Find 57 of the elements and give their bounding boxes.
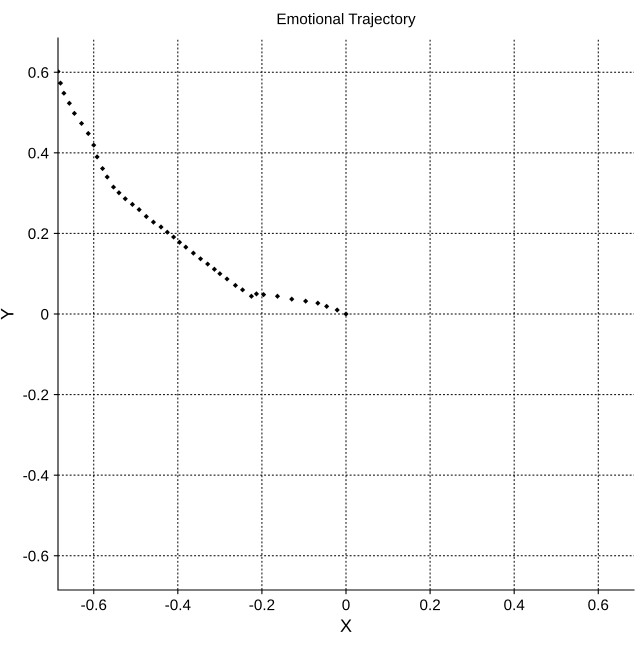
x-tick-label: -0.2 [249, 599, 274, 610]
point [144, 214, 149, 220]
y-axis-title: Y [0, 308, 14, 320]
point [343, 311, 349, 317]
point [198, 256, 204, 262]
point [224, 276, 230, 282]
point [183, 244, 188, 250]
point [190, 250, 196, 256]
point [334, 307, 340, 313]
point [136, 207, 142, 212]
point [176, 240, 182, 245]
point [130, 202, 136, 208]
point [217, 271, 222, 276]
point [61, 90, 66, 96]
y-tick-label: -0.2 [23, 389, 48, 400]
point [315, 300, 320, 306]
x-tick-label: 0.2 [420, 599, 440, 610]
y-tick-label: 0.6 [28, 67, 48, 78]
point [303, 298, 308, 304]
point [274, 294, 280, 299]
chart-title: Emotional Trajectory [278, 13, 416, 28]
point [260, 292, 266, 298]
x-tick-label: -0.6 [81, 599, 106, 610]
point [158, 224, 164, 230]
point [248, 294, 254, 299]
y-tick-label: 0.4 [28, 148, 49, 159]
point [104, 174, 110, 180]
point [78, 120, 84, 126]
point [164, 230, 170, 235]
point [240, 287, 246, 292]
point [116, 190, 122, 196]
x-tick-label: 0 [342, 599, 350, 610]
x-tick-label: -0.4 [165, 599, 191, 610]
point [254, 291, 260, 296]
y-tick-label: -0.6 [23, 550, 48, 562]
point [91, 142, 96, 148]
point [86, 130, 91, 136]
y-tick-label: 0 [41, 308, 48, 320]
y-tick-label: 0.2 [28, 228, 48, 240]
point [289, 296, 294, 302]
x-tick-label: 0.6 [588, 599, 608, 610]
point [72, 110, 77, 116]
point [94, 154, 100, 160]
point [66, 100, 72, 106]
x-tick-label: 0.4 [504, 599, 524, 610]
x-axis-title: X [340, 619, 352, 632]
point [212, 266, 217, 272]
point [58, 80, 64, 86]
point [150, 220, 156, 225]
y-tick-label: -0.4 [23, 470, 49, 481]
point [100, 166, 106, 172]
point [324, 304, 330, 309]
point [110, 184, 116, 190]
point [205, 261, 210, 267]
point [232, 282, 238, 288]
point [122, 196, 128, 202]
point [171, 234, 176, 240]
